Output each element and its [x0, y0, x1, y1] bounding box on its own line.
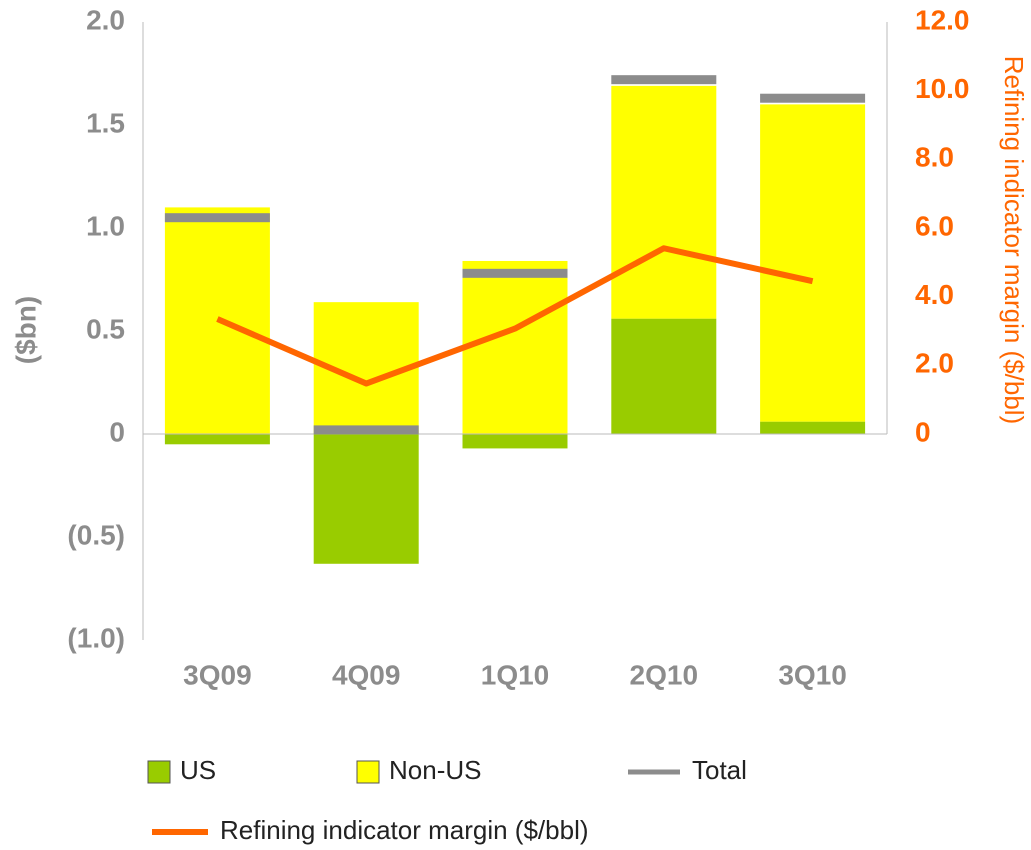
x-tick-label: 1Q10: [481, 659, 550, 690]
total-marker: [760, 93, 866, 103]
legend-label: Total: [692, 755, 747, 785]
bar-segment: [611, 318, 717, 434]
y2-tick-label: 0: [915, 416, 931, 447]
legend-swatch: [356, 760, 380, 784]
y-tick-label: 1.5: [86, 107, 125, 138]
total-marker: [313, 425, 419, 435]
total-marker: [462, 268, 568, 278]
bar-segment: [462, 434, 568, 449]
bar-segment: [611, 85, 717, 319]
y-tick-label: (0.5): [67, 519, 125, 550]
y2-axis-label: Refining indicator margin ($/bbl): [999, 56, 1029, 425]
total-marker: [611, 75, 717, 85]
x-tick-label: 2Q10: [630, 659, 699, 690]
x-tick-label: 4Q09: [332, 659, 401, 690]
bar-segment: [760, 421, 866, 434]
legend-swatch: [147, 760, 171, 784]
y-tick-label: 0: [109, 416, 125, 447]
y2-tick-label: 8.0: [915, 142, 954, 173]
bar-segment: [164, 434, 270, 445]
x-tick-label: 3Q09: [183, 659, 252, 690]
legend-label: Non-US: [389, 755, 481, 785]
bar-segment: [760, 104, 866, 422]
y2-tick-label: 2.0: [915, 348, 954, 379]
y-axis-label: ($bn): [10, 296, 41, 364]
y-tick-label: 0.5: [86, 313, 125, 344]
y2-tick-label: 10.0: [915, 73, 970, 104]
y2-tick-label: 12.0: [915, 4, 970, 35]
y-tick-label: 2.0: [86, 4, 125, 35]
x-tick-label: 3Q10: [778, 659, 847, 690]
y2-tick-label: 4.0: [915, 279, 954, 310]
total-marker: [164, 213, 270, 223]
legend-label: US: [180, 755, 216, 785]
y-tick-label: 1.0: [86, 210, 125, 241]
y-tick-label: (1.0): [67, 622, 125, 653]
bar-segment: [462, 260, 568, 434]
bar-segment: [313, 434, 419, 564]
margin-line: [216, 245, 814, 387]
y2-tick-label: 6.0: [915, 210, 954, 241]
legend-label: Refining indicator margin ($/bbl): [220, 815, 589, 845]
